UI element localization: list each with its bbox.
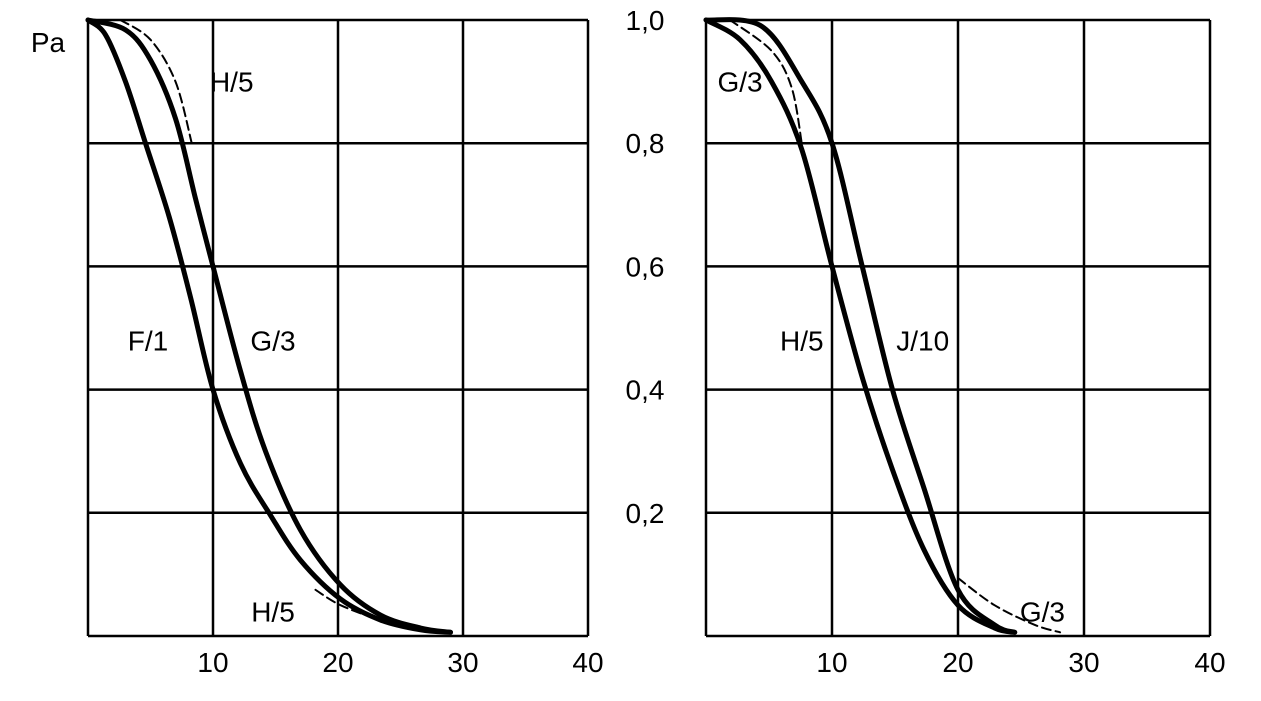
series-annotation: G/3 bbox=[250, 325, 295, 356]
x-tick-label: 40 bbox=[1194, 647, 1225, 678]
series-line-h-5 bbox=[314, 588, 422, 631]
y-axis-label: Pa bbox=[31, 27, 66, 58]
series-annotation: H/5 bbox=[780, 325, 824, 356]
y-tick-label: 0,2 bbox=[626, 498, 665, 529]
series-line-h-5 bbox=[703, 17, 1018, 635]
x-tick-label: 20 bbox=[942, 647, 973, 678]
series-line-g-3 bbox=[728, 19, 803, 145]
series-line-g-3 bbox=[957, 577, 1062, 634]
y-tick-label: 0,8 bbox=[626, 128, 665, 159]
x-tick-label: 30 bbox=[447, 647, 478, 678]
y-tick-label: 1,0 bbox=[626, 5, 665, 36]
series-annotation: G/3 bbox=[1020, 596, 1065, 627]
series-annotation: H/5 bbox=[251, 596, 295, 627]
series-line-g-3 bbox=[85, 17, 453, 635]
y-tick-label: 0,6 bbox=[626, 251, 665, 282]
series-annotation: H/5 bbox=[210, 67, 254, 98]
series-annotation: J/10 bbox=[896, 325, 949, 356]
x-tick-label: 10 bbox=[816, 647, 847, 678]
series-annotation: F/1 bbox=[128, 325, 168, 356]
series-line-j-10 bbox=[703, 17, 1018, 635]
x-tick-label: 30 bbox=[1068, 647, 1099, 678]
x-tick-label: 10 bbox=[197, 647, 228, 678]
y-tick-label: 0,4 bbox=[626, 375, 665, 406]
series-annotation: G/3 bbox=[717, 67, 762, 98]
x-tick-label: 40 bbox=[572, 647, 603, 678]
x-tick-label: 20 bbox=[322, 647, 353, 678]
series-line-h-5 bbox=[119, 19, 193, 145]
